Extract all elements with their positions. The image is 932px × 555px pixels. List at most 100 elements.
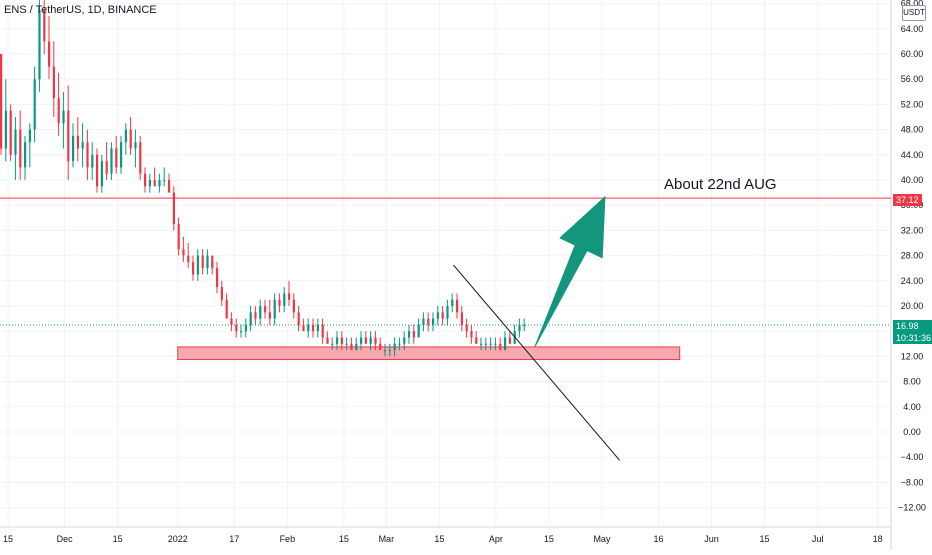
y-tick-label: −8.00: [901, 477, 924, 487]
candle-body: [321, 324, 324, 338]
candle-body: [475, 337, 478, 344]
candle-body: [139, 142, 142, 174]
x-tick-label: Mar: [379, 534, 395, 544]
y-tick-label: 48.00: [901, 125, 924, 135]
candle-body: [297, 312, 300, 325]
bar-countdown: 10:31:36: [896, 333, 932, 343]
y-tick-label: 44.00: [901, 150, 924, 160]
candle-body: [9, 110, 12, 155]
candle-body: [52, 66, 55, 99]
candle-body: [129, 129, 132, 149]
candle-body: [28, 129, 31, 143]
candle-body: [316, 324, 319, 332]
candle-body: [23, 142, 27, 168]
x-tick-label: 15: [3, 534, 13, 544]
candle-body: [499, 343, 502, 351]
candle-body: [110, 148, 113, 174]
y-tick-label: 4.00: [903, 402, 921, 412]
candle-body: [91, 154, 94, 168]
candle-body: [427, 318, 430, 325]
currency-button[interactable]: USDT: [902, 5, 926, 21]
candle-body: [335, 337, 339, 344]
candle-body: [158, 180, 161, 187]
y-tick-label: 68.00: [901, 0, 924, 9]
trendline[interactable]: [453, 264, 621, 461]
candle-body: [43, 9, 46, 42]
candle-body: [446, 306, 449, 319]
candle-body: [307, 324, 310, 332]
candle-body: [177, 224, 180, 250]
resistance-price-badge: 37.12: [893, 194, 922, 206]
x-tick-label: 15: [760, 534, 770, 544]
x-tick-label: 15: [544, 534, 554, 544]
candle-body: [355, 343, 358, 351]
candle-body: [86, 142, 89, 168]
candle-body: [71, 135, 75, 162]
candle-body: [124, 129, 127, 143]
candle-body: [163, 180, 166, 181]
candle-body: [254, 312, 257, 319]
target-arrow[interactable]: [534, 195, 606, 348]
y-tick-label: 12.00: [901, 351, 924, 361]
y-tick-label: 32.00: [901, 225, 924, 235]
candle-body: [364, 337, 367, 344]
y-tick-label: 24.00: [901, 276, 924, 286]
y-tick-label: 28.00: [901, 251, 924, 261]
candle-body: [76, 135, 79, 149]
candle-body: [215, 268, 219, 288]
candle-body: [302, 324, 305, 332]
candle-body: [278, 299, 281, 306]
candle-body: [115, 148, 118, 168]
candle-body: [470, 331, 473, 338]
x-tick-label: 15: [339, 534, 349, 544]
candle-body: [239, 331, 243, 333]
support-zone[interactable]: [177, 346, 681, 361]
candle-body: [287, 293, 291, 300]
y-tick-label: 52.00: [901, 99, 924, 109]
x-tick-label: 15: [434, 534, 444, 544]
candle-body: [283, 293, 286, 306]
candle-body: [143, 173, 147, 187]
candle-body: [249, 312, 252, 325]
last-price-badge: 16.98 10:31:36: [893, 320, 932, 344]
candle-body: [167, 180, 171, 193]
candle-body: [148, 180, 151, 187]
candle-body: [383, 350, 387, 352]
candle-body: [484, 343, 487, 345]
candle-body: [393, 343, 396, 351]
candle-body: [201, 255, 204, 269]
candle-body: [134, 142, 137, 149]
candle-body: [4, 110, 7, 149]
candle-body: [235, 324, 238, 332]
x-tick-label: 18: [873, 534, 883, 544]
candle-body: [196, 255, 199, 275]
candle-body: [19, 129, 22, 168]
candle-body: [369, 337, 372, 344]
candle-body: [67, 110, 70, 162]
candle-body: [412, 331, 415, 338]
x-tick-label: 17: [229, 534, 239, 544]
candle-body: [451, 299, 454, 306]
candle-body: [273, 299, 276, 319]
candle-body: [38, 9, 41, 80]
x-tick-label: 2022: [168, 534, 188, 544]
candle-body: [455, 299, 459, 313]
candle-body: [398, 343, 401, 345]
candle-body: [0, 54, 3, 149]
candle-body: [518, 324, 521, 332]
y-tick-label: −12.00: [898, 503, 926, 513]
x-tick-label: Dec: [57, 534, 74, 544]
candle-body: [244, 324, 247, 332]
candle-body: [57, 98, 60, 124]
y-tick-label: 56.00: [901, 74, 924, 84]
candle-body: [119, 142, 123, 168]
candle-body: [220, 287, 223, 300]
candle-body: [47, 41, 51, 67]
y-tick-label: 20.00: [901, 301, 924, 311]
symbol-title: ENS / TetherUS, 1D, BINANCE: [4, 4, 157, 16]
y-tick-label: −4.00: [901, 452, 924, 462]
y-tick-label: 64.00: [901, 24, 924, 34]
candle-body: [465, 324, 468, 332]
